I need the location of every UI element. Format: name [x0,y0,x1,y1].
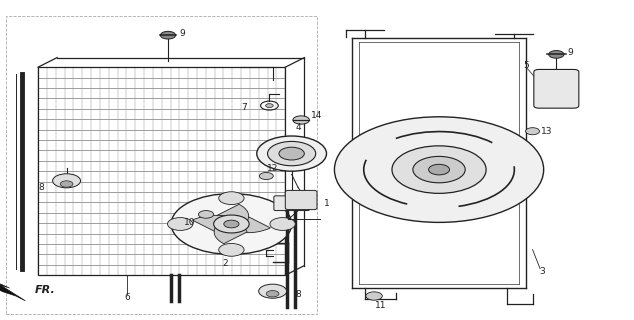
Circle shape [335,117,544,222]
Text: 12: 12 [267,164,278,172]
Text: 7: 7 [241,103,247,112]
Text: 3: 3 [539,268,545,276]
Circle shape [526,128,540,135]
Text: 2: 2 [223,260,228,268]
Wedge shape [216,216,271,233]
Text: 9: 9 [179,29,185,38]
Text: 6: 6 [124,293,130,302]
Circle shape [279,147,304,160]
Text: 4: 4 [295,124,301,132]
Circle shape [219,244,244,256]
Circle shape [171,194,292,254]
Circle shape [257,136,327,171]
Circle shape [53,174,81,188]
Circle shape [259,284,287,298]
Circle shape [60,181,73,187]
Text: 10: 10 [184,218,196,227]
Wedge shape [214,216,247,244]
Circle shape [429,164,450,175]
Circle shape [167,218,193,230]
Circle shape [268,141,316,166]
Circle shape [270,218,295,230]
Circle shape [259,172,273,180]
Text: 8: 8 [38,183,44,192]
Circle shape [293,116,309,124]
Circle shape [266,291,279,297]
Text: 1: 1 [323,199,330,208]
FancyBboxPatch shape [274,196,309,211]
Circle shape [160,31,176,39]
Circle shape [219,192,244,204]
Text: 5: 5 [523,61,529,70]
Text: 9: 9 [567,48,573,57]
Text: FR.: FR. [35,284,56,295]
Text: 13: 13 [541,127,552,136]
Circle shape [214,215,249,233]
Circle shape [413,156,465,183]
Wedge shape [192,215,247,232]
Text: 11: 11 [375,301,386,310]
Polygon shape [0,278,25,301]
FancyBboxPatch shape [534,69,579,108]
Wedge shape [216,204,249,232]
Circle shape [198,211,214,218]
Text: 14: 14 [311,111,323,120]
FancyBboxPatch shape [285,190,317,210]
Circle shape [549,51,564,58]
Circle shape [224,220,239,228]
Circle shape [366,292,382,300]
Text: 8: 8 [295,290,301,299]
Circle shape [266,104,273,108]
Circle shape [392,146,486,193]
